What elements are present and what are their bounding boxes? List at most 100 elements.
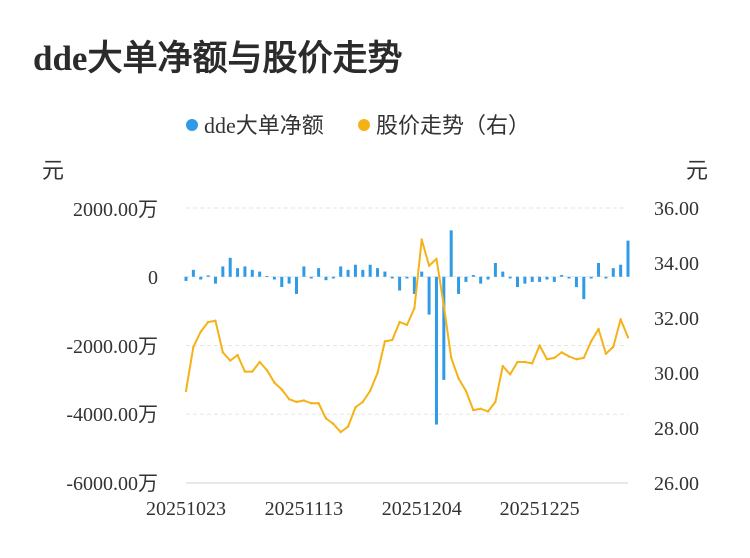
- price-point: [531, 362, 534, 365]
- chart-title: dde大单净额与股价走势: [33, 39, 403, 78]
- price-point: [619, 318, 622, 321]
- left-axis-unit: 元: [42, 158, 64, 183]
- dde-bar: [295, 276, 298, 294]
- price-point: [560, 351, 563, 354]
- price-point: [612, 345, 615, 349]
- price-point: [310, 402, 313, 405]
- price-point: [486, 410, 490, 413]
- x-tick-label: 20251204: [382, 498, 462, 520]
- dde-bar: [398, 276, 402, 291]
- dde-bar: [250, 269, 254, 277]
- dde-bars: [184, 230, 630, 425]
- dde-bar: [280, 276, 284, 288]
- right-axis-unit: 元: [686, 158, 708, 183]
- dde-bar: [383, 271, 387, 277]
- right-axis-ticks: 36.00 34.00 32.00 30.00 28.00 26.00: [654, 198, 699, 495]
- dde-bar: [265, 276, 269, 278]
- price-point: [553, 356, 556, 360]
- dde-bar: [376, 268, 380, 277]
- right-tick-label: 28.00: [654, 418, 699, 440]
- left-tick-label: -4000.00万: [66, 404, 158, 426]
- price-point: [582, 356, 585, 360]
- dde-bar: [420, 271, 424, 277]
- legend-marker-price: [358, 119, 370, 131]
- price-point: [199, 330, 202, 333]
- legend[interactable]: dde大单净额 股价走势（右）: [186, 113, 530, 138]
- dde-bar: [236, 268, 240, 277]
- price-point: [450, 356, 453, 360]
- price-point: [405, 323, 409, 327]
- price-point: [575, 358, 578, 361]
- price-point: [236, 353, 239, 357]
- left-axis-ticks: 2000.00万 0 -2000.00万 -4000.00万 -6000.00万: [66, 199, 158, 495]
- dde-bar: [493, 263, 497, 277]
- price-point: [420, 238, 423, 241]
- price-point: [295, 400, 298, 404]
- price-point: [479, 407, 482, 410]
- dde-bar: [213, 276, 217, 284]
- dde-bar: [368, 264, 372, 277]
- dde-bar: [611, 268, 615, 277]
- dde-bar: [619, 264, 623, 277]
- price-point: [280, 388, 283, 391]
- dde-bar: [199, 276, 203, 280]
- price-point: [472, 408, 475, 412]
- dde-bar: [486, 276, 490, 280]
- price-point: [317, 402, 320, 405]
- dde-bar: [589, 276, 593, 279]
- x-tick-label: 20251113: [265, 498, 344, 520]
- x-tick-label: 20251023: [146, 498, 226, 520]
- right-tick-label: 30.00: [654, 363, 699, 385]
- left-tick-label: -6000.00万: [66, 473, 158, 495]
- price-point: [332, 422, 335, 426]
- dde-bar: [228, 257, 232, 277]
- dde-bar: [552, 276, 556, 282]
- dde-bar: [516, 276, 519, 288]
- dde-bar: [339, 266, 343, 277]
- dde-bar: [206, 275, 210, 277]
- dde-bar: [427, 276, 431, 315]
- dde-bar: [324, 276, 328, 281]
- dde-bar: [184, 276, 188, 281]
- price-point: [494, 400, 497, 404]
- price-point: [508, 373, 512, 376]
- dde-bar: [464, 276, 468, 282]
- left-tick-label: -2000.00万: [66, 336, 158, 358]
- price-point: [523, 360, 527, 364]
- price-point: [442, 304, 446, 307]
- dde-bar: [582, 276, 586, 300]
- dde-bar: [501, 271, 505, 277]
- price-point: [457, 377, 460, 380]
- dde-bar: [574, 276, 578, 288]
- price-point: [184, 389, 188, 393]
- price-point: [302, 399, 306, 402]
- dde-bar: [405, 276, 409, 279]
- dde-bar: [597, 263, 601, 277]
- price-point: [435, 257, 438, 261]
- legend-marker-dde: [186, 119, 198, 131]
- price-line: [185, 238, 629, 434]
- price-point: [464, 389, 468, 393]
- dde-bar: [442, 276, 446, 380]
- legend-label-dde: dde大单净额: [204, 113, 324, 138]
- right-tick-label: 32.00: [654, 308, 699, 330]
- price-point: [243, 370, 247, 373]
- price-point: [567, 355, 571, 358]
- dde-bar: [449, 230, 453, 277]
- dde-bar: [287, 276, 291, 284]
- dde-bar: [309, 276, 313, 279]
- dde-bar: [567, 276, 571, 279]
- dde-bar: [412, 276, 416, 294]
- dde-bar: [626, 240, 630, 277]
- price-point: [206, 320, 210, 324]
- dde-bar: [523, 276, 527, 284]
- dde-bar: [258, 271, 262, 277]
- x-tick-label: 20251225: [500, 498, 580, 520]
- x-axis-ticks: 20251023 20251113 20251204 20251225: [146, 498, 580, 520]
- dde-bar: [434, 276, 438, 425]
- price-point: [339, 430, 342, 434]
- left-tick-label: 2000.00万: [73, 199, 158, 221]
- dde-bar: [479, 276, 483, 284]
- price-point: [383, 340, 387, 343]
